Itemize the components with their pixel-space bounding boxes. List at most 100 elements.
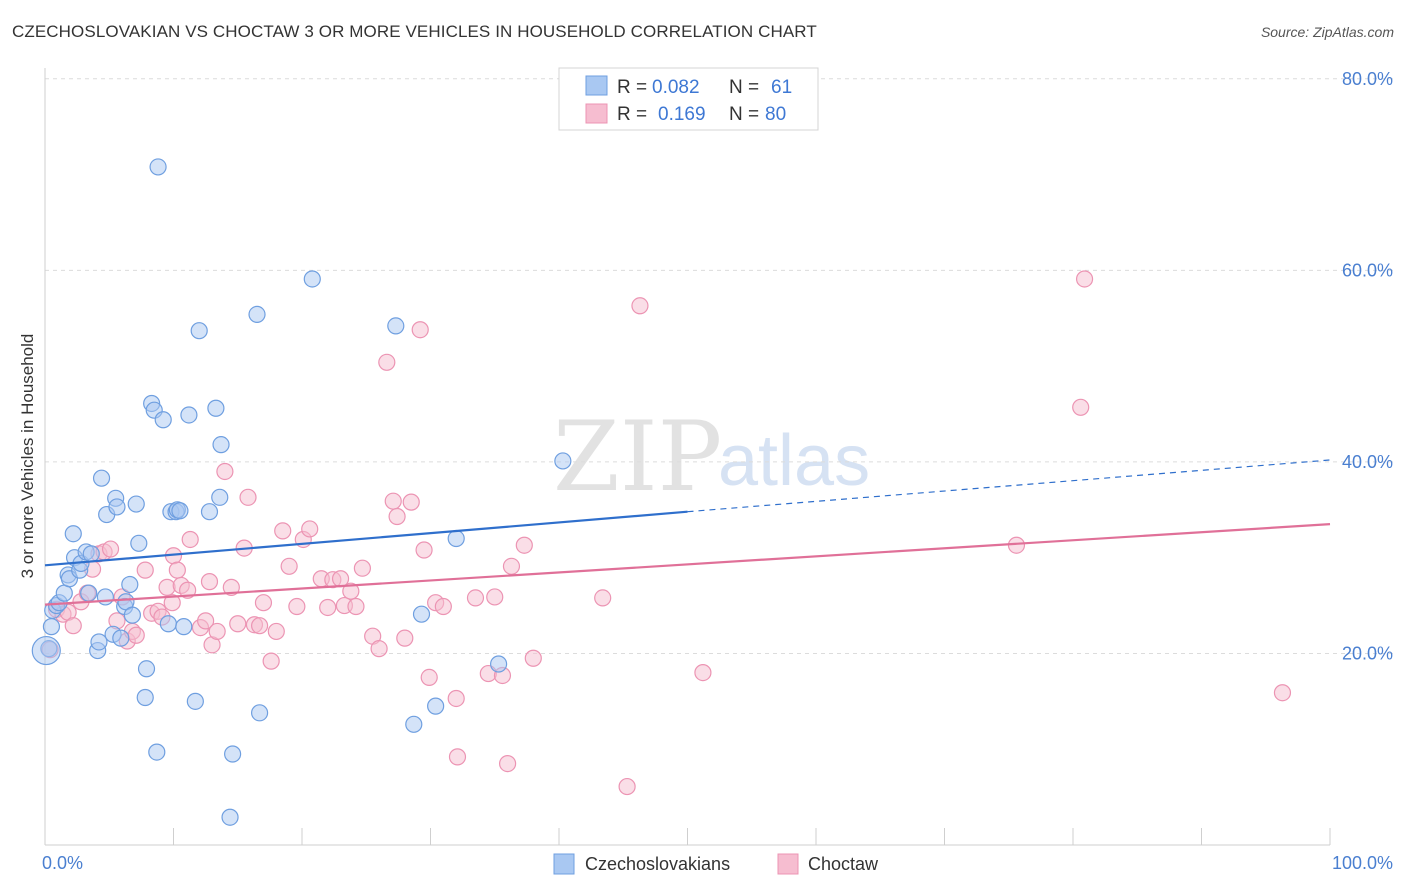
choctaw-points — [41, 270, 1292, 796]
choctaw-point-67 — [447, 689, 465, 708]
czechoslovakian-point-57 — [412, 605, 431, 623]
czechoslovakian-point-41 — [171, 502, 189, 520]
legend-r-value-2: 0.169 — [658, 104, 706, 125]
choctaw-point-78 — [618, 777, 636, 796]
choctaw-point-4 — [64, 617, 82, 635]
choctaw-point-57 — [378, 353, 396, 371]
choctaw-point-61 — [402, 493, 420, 511]
choctaw-point-53 — [347, 597, 365, 616]
czechoslovakian-trend-extension — [687, 459, 1331, 513]
choctaw-point-23 — [168, 561, 186, 579]
czechoslovakian-point-1 — [42, 618, 61, 636]
bottom-legend-label-choctaw: Choctaw — [808, 854, 879, 874]
choctaw-point-39 — [254, 594, 273, 612]
czechoslovakian-point-17 — [92, 469, 111, 487]
czechoslovakian-point-46 — [200, 503, 219, 521]
choctaw-point-42 — [274, 522, 292, 540]
czechoslovakian-point-23 — [112, 629, 130, 647]
czechoslovakian-point-16 — [90, 633, 108, 651]
choctaw-point-34 — [229, 615, 247, 633]
legend-n-value-2: 80 — [765, 104, 786, 125]
choctaw-point-79 — [631, 297, 649, 315]
y-tick-label-40: 40.0% — [1342, 452, 1393, 472]
choctaw-point-43 — [280, 557, 298, 575]
choctaw-point-33 — [222, 578, 240, 596]
legend-n-label-1: N = — [729, 77, 759, 98]
legend-r-label-1: R = — [617, 77, 647, 98]
choctaw-point-77 — [594, 589, 612, 607]
source-label: Source: ZipAtlas.com — [1260, 24, 1394, 40]
czechoslovakian-point-30 — [136, 688, 154, 707]
czechoslovakian-trend-line — [44, 510, 688, 567]
choctaw-point-82 — [1072, 398, 1090, 416]
czechoslovakian-point-14 — [82, 545, 100, 563]
czechoslovakian-point-8 — [64, 525, 82, 543]
czechoslovakian-point-28 — [127, 495, 145, 513]
czechoslovakian-point-26 — [121, 575, 139, 594]
choctaw-point-28 — [197, 612, 215, 630]
choctaw-point-10 — [101, 540, 120, 558]
czechoslovakian-point-52 — [248, 305, 266, 324]
choctaw-point-73 — [499, 754, 517, 773]
choctaw-point-68 — [448, 748, 467, 766]
choctaw-point-71 — [486, 588, 504, 606]
czechoslovakian-point-56 — [405, 715, 423, 733]
czechoslovakian-point-43 — [180, 406, 198, 424]
czechoslovakian-point-55 — [387, 317, 405, 335]
choctaw-point-64 — [420, 668, 438, 686]
choctaw-point-83 — [1075, 270, 1094, 288]
chart-title: CZECHOSLOVAKIAN VS CHOCTAW 3 OR MORE VEH… — [12, 22, 817, 41]
legend-r-value-1: 0.082 — [652, 77, 700, 98]
choctaw-point-38 — [250, 617, 269, 635]
y-tick-label-80: 80.0% — [1342, 69, 1393, 89]
choctaw-point-41 — [267, 622, 285, 641]
choctaw-point-54 — [353, 559, 371, 577]
choctaw-point-44 — [288, 597, 306, 616]
czechoslovakian-point-31 — [137, 660, 156, 678]
choctaw-trend-line — [44, 523, 1331, 606]
czechoslovakian-point-42 — [175, 618, 193, 636]
trend-lines — [44, 459, 1331, 606]
choctaw-point-63 — [415, 541, 433, 559]
choctaw-point-56 — [370, 640, 388, 658]
czechoslovakian-point-50 — [221, 808, 239, 826]
czechoslovakian-point-60 — [490, 655, 508, 673]
bottom-legend: Czechoslovakians Choctaw — [553, 853, 879, 875]
choctaw-point-48 — [319, 598, 337, 617]
x-axis-ticks — [173, 828, 1331, 845]
czechoslovakian-point-13 — [80, 584, 98, 602]
x-tick-label-0: 0.0% — [42, 853, 83, 873]
czechoslovakian-point-58 — [427, 697, 445, 715]
czechoslovakian-point-61 — [554, 452, 572, 470]
choctaw-point-60 — [396, 629, 414, 647]
czechoslovakian-point-51 — [224, 745, 242, 763]
czechoslovakian-point-18 — [96, 588, 114, 606]
czechoslovakian-point-29 — [130, 534, 148, 552]
choctaw-point-75 — [515, 536, 533, 554]
watermark-zip: ZIP — [553, 401, 722, 513]
czechoslovakian-point-35 — [149, 158, 167, 176]
y-tick-label-20: 20.0% — [1342, 643, 1393, 663]
choctaw-point-74 — [502, 557, 521, 575]
choctaw-point-15 — [127, 626, 145, 644]
choctaw-point-52 — [342, 582, 360, 600]
y-tick-label-60: 60.0% — [1342, 260, 1393, 280]
legend-swatch-blue — [585, 75, 608, 96]
choctaw-point-29 — [200, 573, 219, 591]
choctaw-point-66 — [434, 597, 452, 616]
czechoslovakian-point-48 — [211, 488, 229, 506]
choctaw-point-25 — [179, 581, 197, 599]
y-axis-label: 3 or more Vehicles in Household — [18, 334, 37, 579]
czechoslovakian-point-49 — [212, 436, 230, 454]
legend-n-value-1: 61 — [771, 77, 792, 98]
choctaw-point-21 — [163, 594, 181, 612]
choctaw-point-62 — [411, 321, 429, 339]
czechoslovakian-point-37 — [159, 615, 177, 633]
choctaw-point-26 — [181, 530, 199, 549]
bottom-legend-label-czechoslovakians: Czechoslovakians — [585, 854, 730, 874]
czechoslovakian-point-5 — [55, 584, 73, 602]
czechoslovakian-point-54 — [303, 270, 321, 288]
choctaw-point-20 — [158, 578, 176, 596]
choctaw-point-80 — [694, 664, 712, 682]
